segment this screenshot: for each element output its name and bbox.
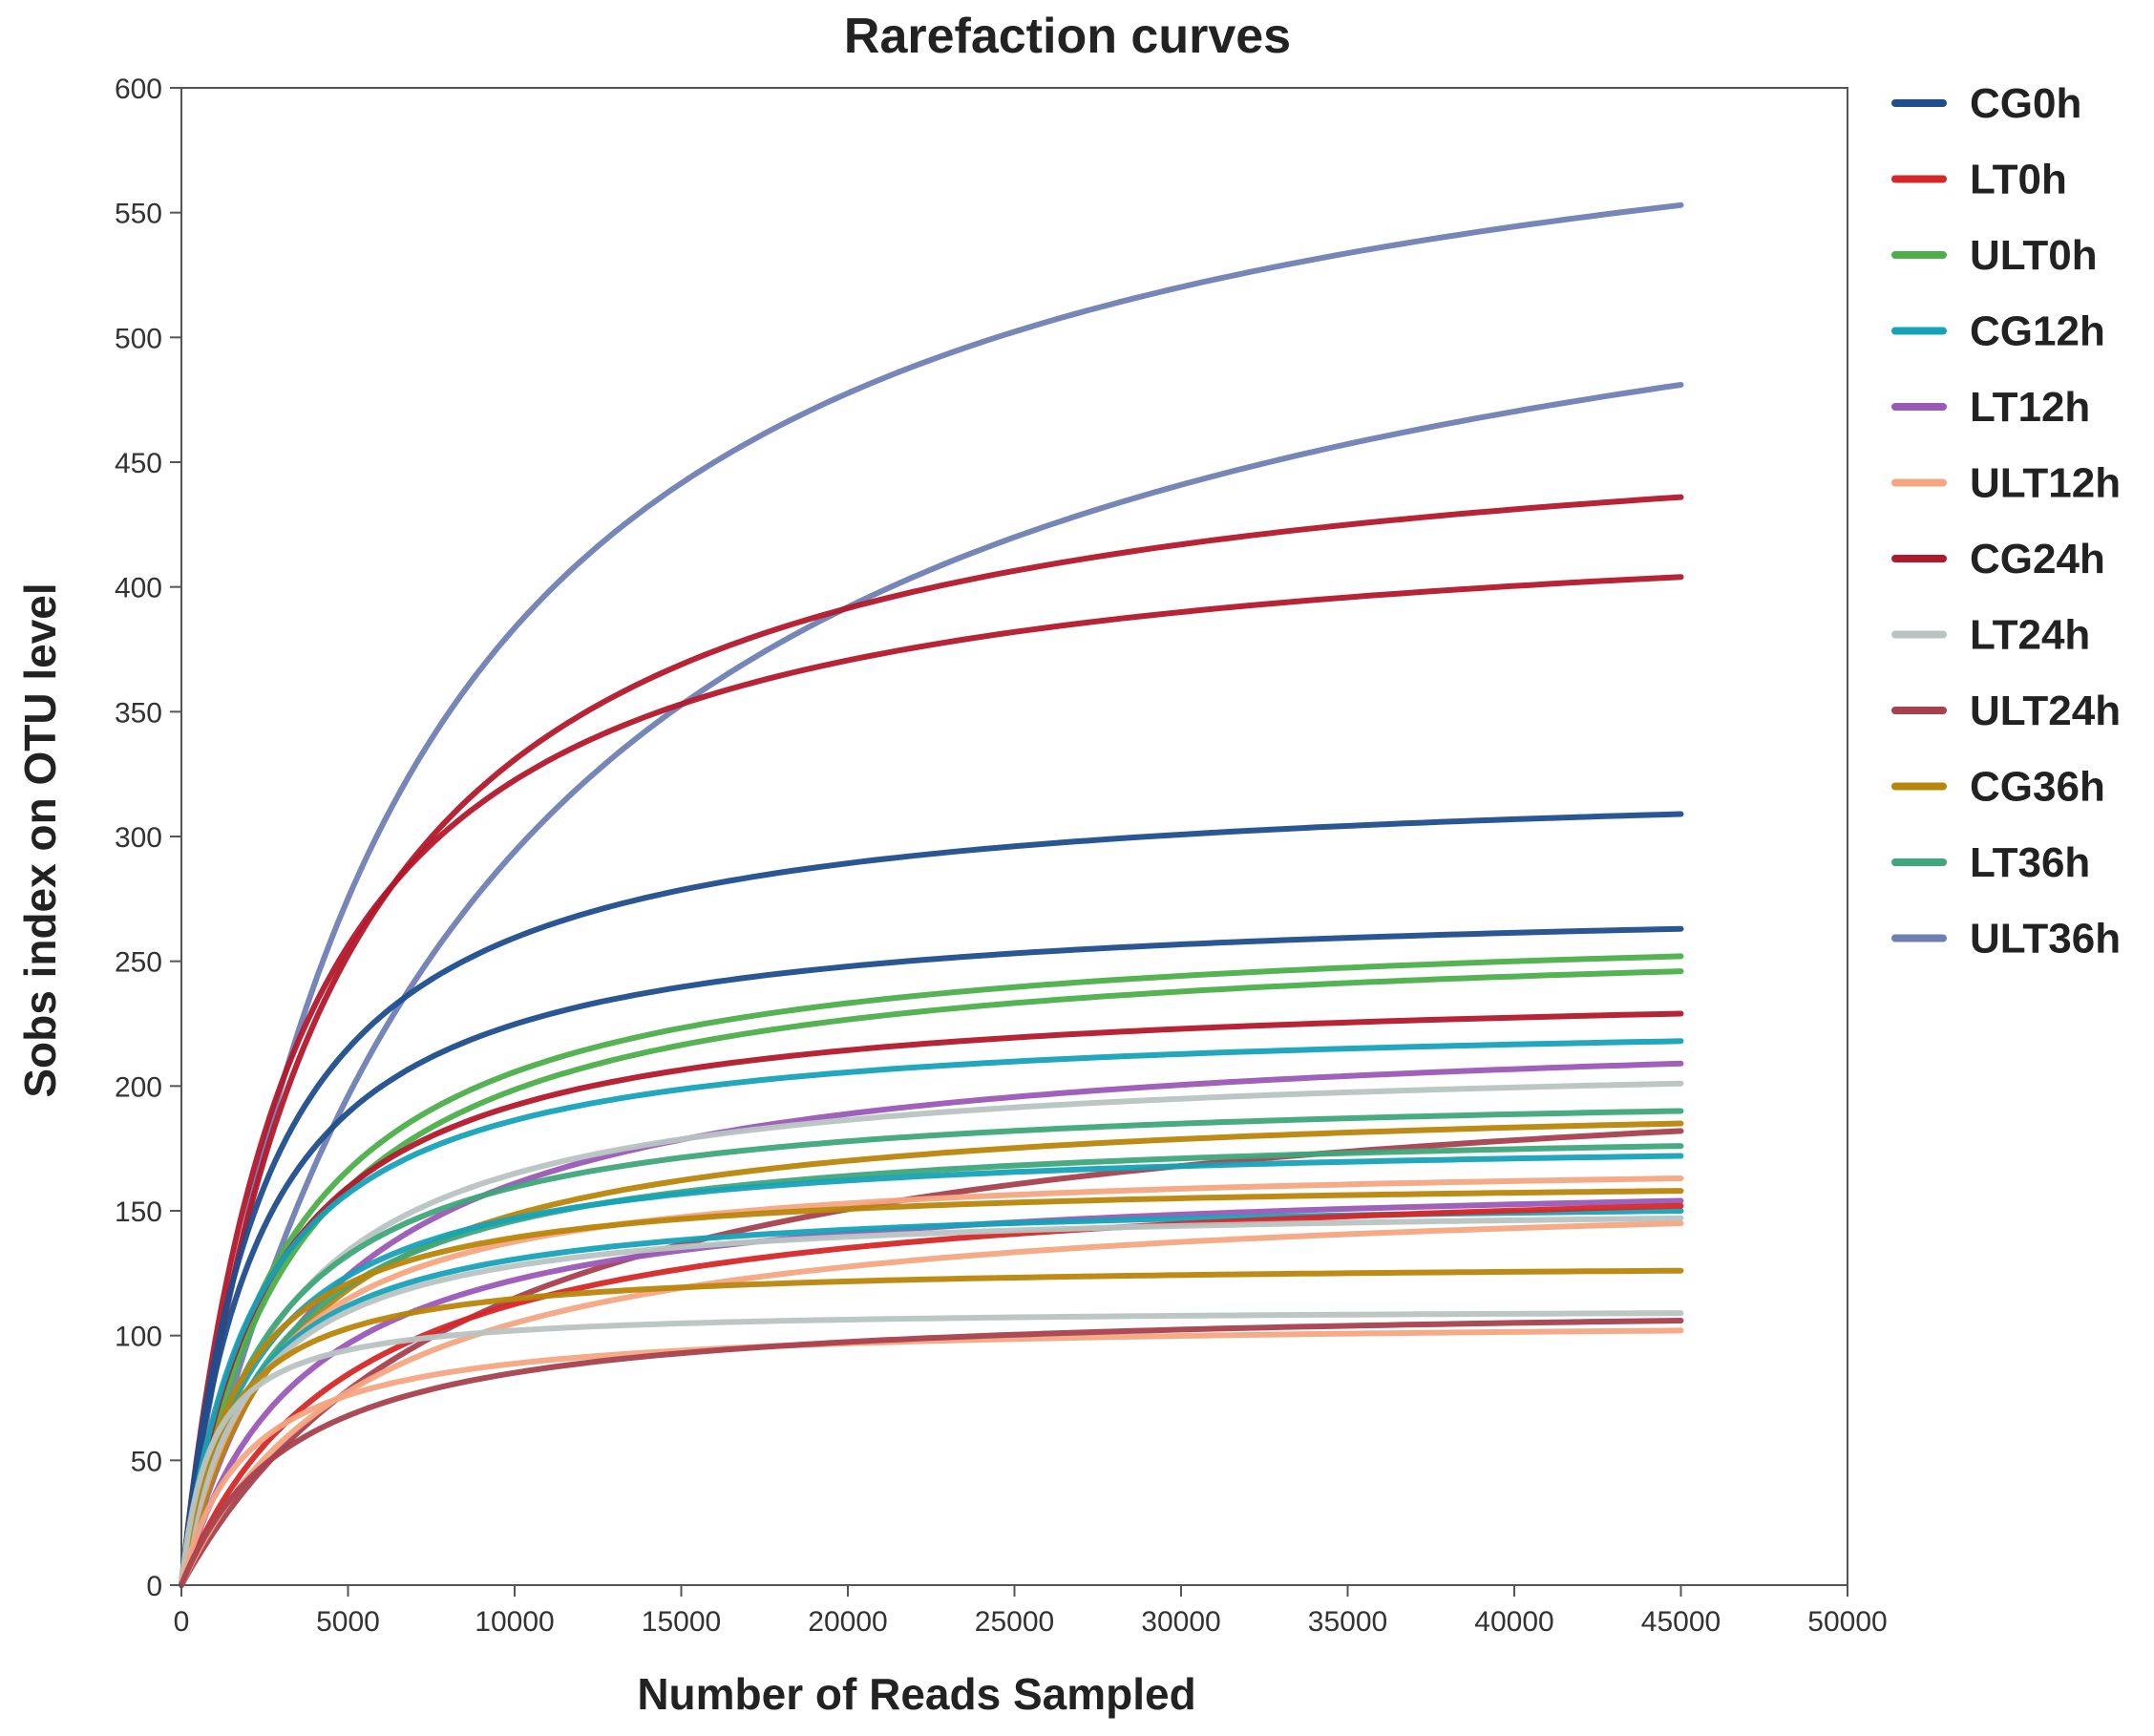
legend-label-ULT12h: ULT12h (1970, 460, 2121, 507)
x-tick-label: 20000 (808, 1606, 887, 1638)
legend-label-CG0h: CG0h (1970, 80, 2081, 127)
series-line-ULT0h (179, 968, 1684, 1588)
series-line-CG36h (179, 1120, 1684, 1588)
series-line-CG12h (179, 1153, 1684, 1588)
y-tick-label: 600 (115, 74, 162, 105)
legend-label-CG24h: CG24h (1970, 536, 2105, 582)
series-line-LT0h (179, 1202, 1684, 1588)
legend-label-CG12h: CG12h (1970, 308, 2105, 355)
x-tick-label: 45000 (1641, 1606, 1721, 1638)
x-tick-label: 25000 (975, 1606, 1054, 1638)
y-tick-label: 250 (115, 947, 162, 979)
series-line-CG36h (179, 1188, 1684, 1588)
x-tick-label: 30000 (1141, 1606, 1220, 1638)
legend-label-CG36h: CG36h (1970, 764, 2105, 811)
y-tick-label: 50 (131, 1446, 162, 1477)
legend-label-ULT36h: ULT36h (1970, 916, 2121, 963)
x-tick-label: 15000 (642, 1606, 721, 1638)
series-line-ULT24h (179, 1318, 1684, 1588)
series-line-LT12h (179, 1197, 1684, 1588)
series-line-ULT36h (179, 382, 1684, 1588)
y-tick-label: 350 (115, 697, 162, 729)
x-tick-label: 35000 (1308, 1606, 1387, 1638)
series-line-ULT12h (179, 1327, 1684, 1588)
y-tick-label: 0 (146, 1571, 162, 1602)
series-line-CG12h (179, 1038, 1684, 1588)
y-tick-label: 200 (115, 1071, 162, 1103)
y-axis-label: Sobs index on OTU level (15, 582, 65, 1097)
y-tick-label: 300 (115, 822, 162, 854)
series-line-CG24h (179, 574, 1684, 1588)
y-tick-label: 450 (115, 448, 162, 479)
y-tick-label: 100 (115, 1322, 162, 1353)
y-tick-label: 400 (115, 573, 162, 604)
legend-label-LT24h: LT24h (1970, 612, 2090, 659)
y-tick-label: 550 (115, 199, 162, 230)
series-line-CG0h (179, 811, 1684, 1588)
series-line-CG24h (179, 1010, 1684, 1588)
x-tick-label: 40000 (1474, 1606, 1553, 1638)
chart-title: Rarefaction curves (844, 9, 1291, 64)
x-tick-label: 10000 (475, 1606, 554, 1638)
legend-label-LT0h: LT0h (1970, 157, 2067, 203)
y-tick-label: 500 (115, 323, 162, 354)
series-line-LT24h (179, 1310, 1684, 1588)
x-axis-label: Number of Reads Sampled (637, 1669, 1195, 1719)
x-tick-label: 0 (174, 1606, 190, 1638)
legend: CG0h LT0h ULT0h CG12h LT12h ULT12h CG24h LT24h U… (1891, 80, 2121, 963)
x-tick-label: 5000 (316, 1606, 380, 1638)
legend-label-ULT24h: ULT24h (1970, 688, 2121, 734)
y-tick-label: 150 (115, 1196, 162, 1228)
series-line-CG0h (179, 925, 1684, 1588)
x-tick-label: 50000 (1807, 1606, 1887, 1638)
legend-label-LT12h: LT12h (1970, 384, 2090, 431)
legend-label-LT36h: LT36h (1970, 839, 2090, 886)
series-curves (179, 201, 1684, 1588)
axes: 0 5000 10000 15000 20000 25000 30000 35000 40000… (115, 74, 1888, 1638)
legend-label-ULT0h: ULT0h (1970, 232, 2098, 279)
